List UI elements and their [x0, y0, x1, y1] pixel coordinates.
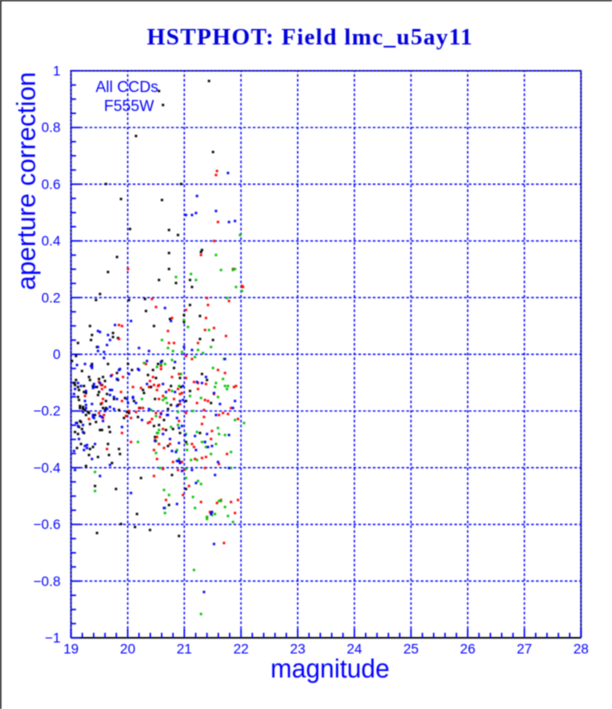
svg-text:−0.8: −0.8 [33, 574, 61, 589]
svg-text:23: 23 [290, 642, 306, 657]
svg-text:aperture correction: aperture correction [11, 72, 41, 290]
svg-text:F555W: F555W [104, 98, 154, 115]
svg-text:All CCDs: All CCDs [96, 79, 159, 96]
svg-text:19: 19 [63, 642, 79, 657]
svg-text:−0.2: −0.2 [33, 404, 60, 419]
svg-text:21: 21 [177, 642, 192, 657]
svg-text:28: 28 [573, 642, 589, 657]
svg-text:0.6: 0.6 [41, 177, 61, 192]
svg-text:24: 24 [347, 642, 363, 657]
svg-text:1: 1 [53, 64, 61, 79]
svg-text:−1: −1 [45, 631, 61, 646]
svg-text:0.4: 0.4 [41, 234, 61, 249]
svg-text:27: 27 [517, 642, 532, 657]
svg-text:0: 0 [53, 347, 61, 362]
svg-text:magnitude: magnitude [270, 656, 389, 684]
svg-text:HSTPHOT: Field lmc_u5ay11: HSTPHOT: Field lmc_u5ay11 [147, 25, 473, 51]
svg-text:−0.4: −0.4 [33, 460, 61, 475]
svg-text:0.2: 0.2 [41, 290, 60, 305]
svg-text:−0.6: −0.6 [33, 517, 61, 532]
svg-text:22: 22 [233, 642, 248, 657]
svg-text:26: 26 [460, 642, 476, 657]
svg-text:25: 25 [403, 642, 419, 657]
svg-text:0.8: 0.8 [41, 120, 61, 135]
svg-text:20: 20 [120, 642, 136, 657]
